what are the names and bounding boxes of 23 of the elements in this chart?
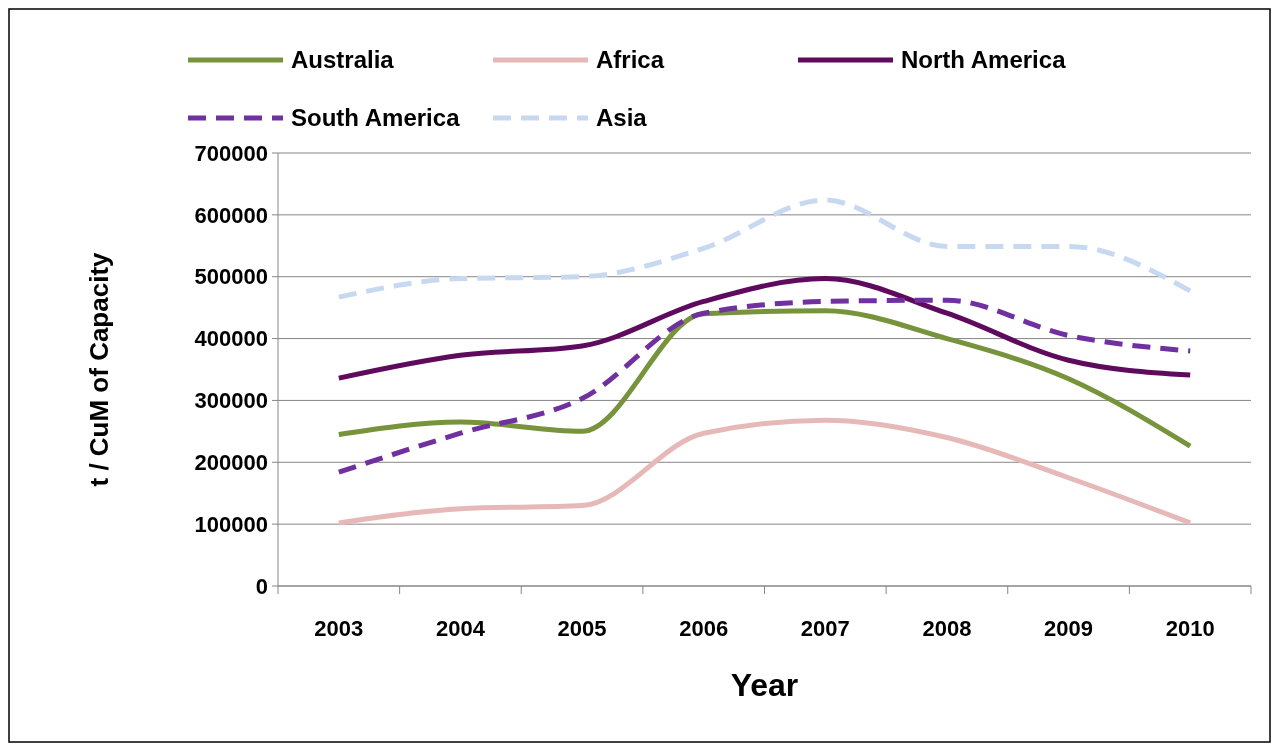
x-axis-title: Year [730, 667, 799, 703]
y-tick-label: 300000 [194, 388, 268, 414]
y-tick-label: 500000 [194, 264, 268, 290]
x-tick-label: 2009 [1044, 616, 1094, 641]
x-tick-label: 2005 [557, 616, 607, 641]
legend-label: South America [291, 104, 461, 132]
y-tick-label: 400000 [194, 326, 268, 352]
legend-label: North America [901, 46, 1067, 74]
legend-label: Australia [291, 46, 395, 74]
x-tick-label: 2007 [800, 616, 850, 641]
legend-label: Africa [596, 46, 665, 74]
x-tick-label: 2004 [435, 616, 486, 641]
y-tick-label: 0 [255, 573, 268, 599]
y-tick-label: 700000 [194, 140, 268, 166]
x-tick-label: 2006 [679, 616, 729, 641]
y-tick-label: 200000 [194, 449, 268, 475]
y-tick-label: 600000 [194, 202, 268, 228]
y-tick-label: 100000 [194, 511, 268, 537]
y-axis-title: t / CuM of Capacity [84, 251, 114, 487]
x-tick-label: 2008 [922, 616, 972, 641]
legend-label: Asia [596, 104, 648, 132]
x-tick-label: 2010 [1165, 616, 1215, 641]
x-tick-label: 2003 [314, 616, 364, 641]
